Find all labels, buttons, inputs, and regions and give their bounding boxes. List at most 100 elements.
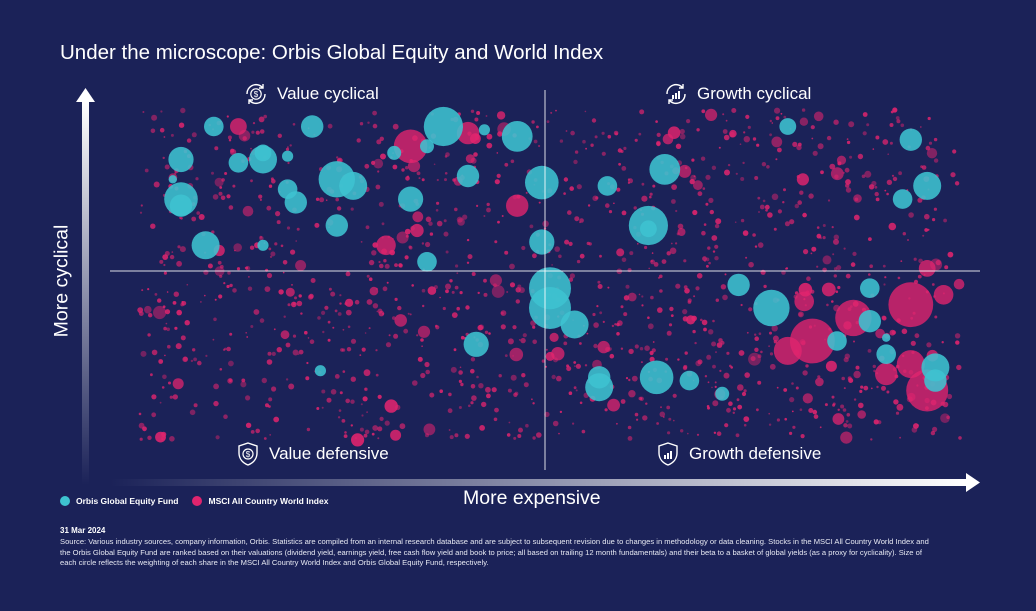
orbis-point	[715, 386, 730, 401]
index-dot	[259, 198, 262, 201]
index-dot	[486, 202, 490, 207]
index-dot	[874, 191, 879, 197]
index-dot	[337, 416, 341, 419]
index-dot	[339, 302, 342, 305]
orbis-point	[529, 229, 555, 255]
index-dot	[372, 123, 378, 129]
index-dot	[876, 385, 879, 389]
index-dot	[853, 398, 857, 401]
index-dot	[559, 410, 563, 414]
index-dot	[307, 337, 310, 339]
index-dot	[881, 385, 886, 391]
legend-item-orbis: Orbis Global Equity Fund	[60, 496, 178, 506]
index-dot	[501, 215, 504, 217]
index-dot	[795, 386, 799, 390]
index-dot	[468, 404, 471, 408]
index-dot	[847, 423, 853, 429]
index-dot	[679, 133, 686, 140]
index-dot	[196, 211, 200, 215]
index-dot	[325, 199, 328, 201]
index-dot	[223, 282, 226, 285]
index-dot	[379, 136, 384, 141]
index-dot	[345, 298, 354, 307]
index-dot	[268, 184, 273, 188]
index-dot	[714, 381, 717, 384]
index-dot	[392, 164, 398, 170]
index-dot	[251, 130, 255, 134]
index-dot	[418, 177, 421, 180]
index-dot	[372, 303, 379, 309]
index-dot	[375, 184, 381, 190]
index-dot	[594, 135, 598, 139]
index-dot	[661, 259, 667, 264]
index-dot	[850, 262, 856, 267]
index-dot	[486, 142, 493, 149]
index-dot	[228, 360, 234, 367]
orbis-point	[284, 191, 307, 214]
quadrant-label-text: Growth defensive	[689, 444, 822, 463]
index-dot	[614, 323, 617, 326]
index-dot	[224, 347, 227, 351]
index-dot	[705, 174, 711, 180]
index-dot	[493, 417, 498, 422]
index-dot	[625, 284, 630, 289]
index-dot	[709, 209, 714, 215]
index-dot	[700, 318, 703, 322]
index-dot	[510, 159, 515, 164]
index-dot	[730, 366, 733, 369]
orbis-point	[727, 273, 750, 297]
index-dot	[897, 276, 901, 280]
index-dot	[627, 436, 633, 441]
index-dot	[154, 293, 158, 296]
index-dot	[576, 184, 582, 190]
index-dot	[457, 218, 465, 226]
index-dot	[837, 285, 841, 290]
index-dot	[229, 283, 233, 288]
index-dot	[910, 340, 916, 346]
index-dot	[462, 214, 468, 220]
index-dot	[601, 151, 606, 156]
index-dot	[175, 343, 182, 350]
index-dot	[758, 211, 760, 213]
orbis-point	[560, 310, 589, 339]
index-dot	[799, 117, 809, 126]
orbis-point	[588, 366, 611, 389]
index-dot	[574, 216, 580, 222]
index-dot	[159, 127, 165, 133]
index-dot	[523, 382, 529, 388]
index-dot	[696, 128, 700, 132]
index-dot	[245, 332, 247, 334]
index-dot	[484, 330, 489, 334]
index-dot	[604, 408, 608, 412]
index-dot	[377, 426, 383, 432]
index-dot	[488, 332, 491, 335]
index-dot	[650, 295, 654, 300]
legend-swatch-orbis	[60, 496, 70, 506]
index-dot	[678, 164, 692, 178]
index-dot	[743, 423, 747, 427]
index-dot	[817, 375, 821, 379]
index-dot	[350, 376, 356, 382]
index-dot	[837, 161, 842, 166]
index-dot	[933, 207, 938, 211]
index-dot	[816, 226, 820, 229]
index-dot	[769, 352, 774, 356]
index-dot	[706, 354, 712, 360]
index-dot	[877, 420, 882, 425]
index-dot	[853, 370, 861, 379]
y-axis-label: More cyclical	[50, 224, 73, 338]
index-dot	[934, 315, 938, 319]
index-dot	[360, 241, 363, 243]
index-dot	[359, 427, 364, 432]
index-dot	[891, 330, 897, 335]
index-dot	[764, 204, 770, 210]
index-dot	[723, 372, 730, 379]
index-dot	[791, 382, 794, 385]
index-dot	[618, 162, 621, 166]
index-dot	[591, 118, 597, 123]
index-dot	[953, 278, 965, 290]
quadrant-label-text: Growth cyclical	[697, 84, 812, 103]
index-dot	[494, 240, 498, 244]
index-dot	[886, 192, 889, 196]
index-dot	[372, 425, 379, 431]
